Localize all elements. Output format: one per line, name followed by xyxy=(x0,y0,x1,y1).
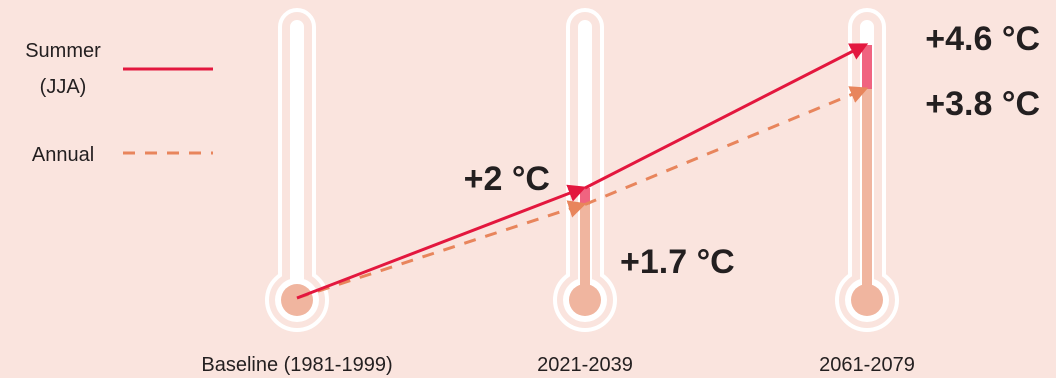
line-summer-jja-segment-2 xyxy=(584,43,869,190)
legend: Summer (JJA) Annual xyxy=(25,40,213,166)
legend-summer-label-line2: (JJA) xyxy=(40,76,87,98)
value-label-annual-2: +1.7 °C xyxy=(620,243,735,281)
series-lines xyxy=(296,43,869,300)
legend-summer-label-line1: Summer xyxy=(25,40,101,62)
value-labels: +2 °C +4.6 °C +1.7 °C +3.8 °C xyxy=(464,20,1040,281)
category-label-2061-2079: 2061-2079 xyxy=(819,354,915,376)
thermometer-inner-tube xyxy=(290,20,304,290)
mercury-annual-2061-2079 xyxy=(862,89,872,300)
thermometer-2061-2079: 2061-2079 xyxy=(819,8,915,376)
line-annual-segment-1 xyxy=(296,200,587,300)
category-label-2021-2039: 2021-2039 xyxy=(537,354,633,376)
mercury-annual-2021-2039 xyxy=(580,204,590,300)
thermometer-2021-2039: 2021-2039 xyxy=(537,8,633,376)
category-label-baseline-1981-1999: Baseline (1981-1999) xyxy=(201,354,392,376)
thermometer-bulb-mercury xyxy=(281,284,313,316)
line-annual-segment-2 xyxy=(584,86,869,206)
line-summer-jja-segment-1 xyxy=(296,184,587,300)
value-label-summer-3: +4.6 °C xyxy=(925,20,1040,58)
mercury-summer-extra-2061-2079 xyxy=(862,45,872,89)
legend-annual-label: Annual xyxy=(32,144,94,166)
value-label-annual-3: +3.8 °C xyxy=(925,85,1040,123)
thermometer-baseline-1981-1999: Baseline (1981-1999) xyxy=(201,8,393,376)
value-label-summer-2: +2 °C xyxy=(464,160,550,198)
thermometers: Baseline (1981-1999) 2021-2039 2061-2079 xyxy=(201,8,915,376)
